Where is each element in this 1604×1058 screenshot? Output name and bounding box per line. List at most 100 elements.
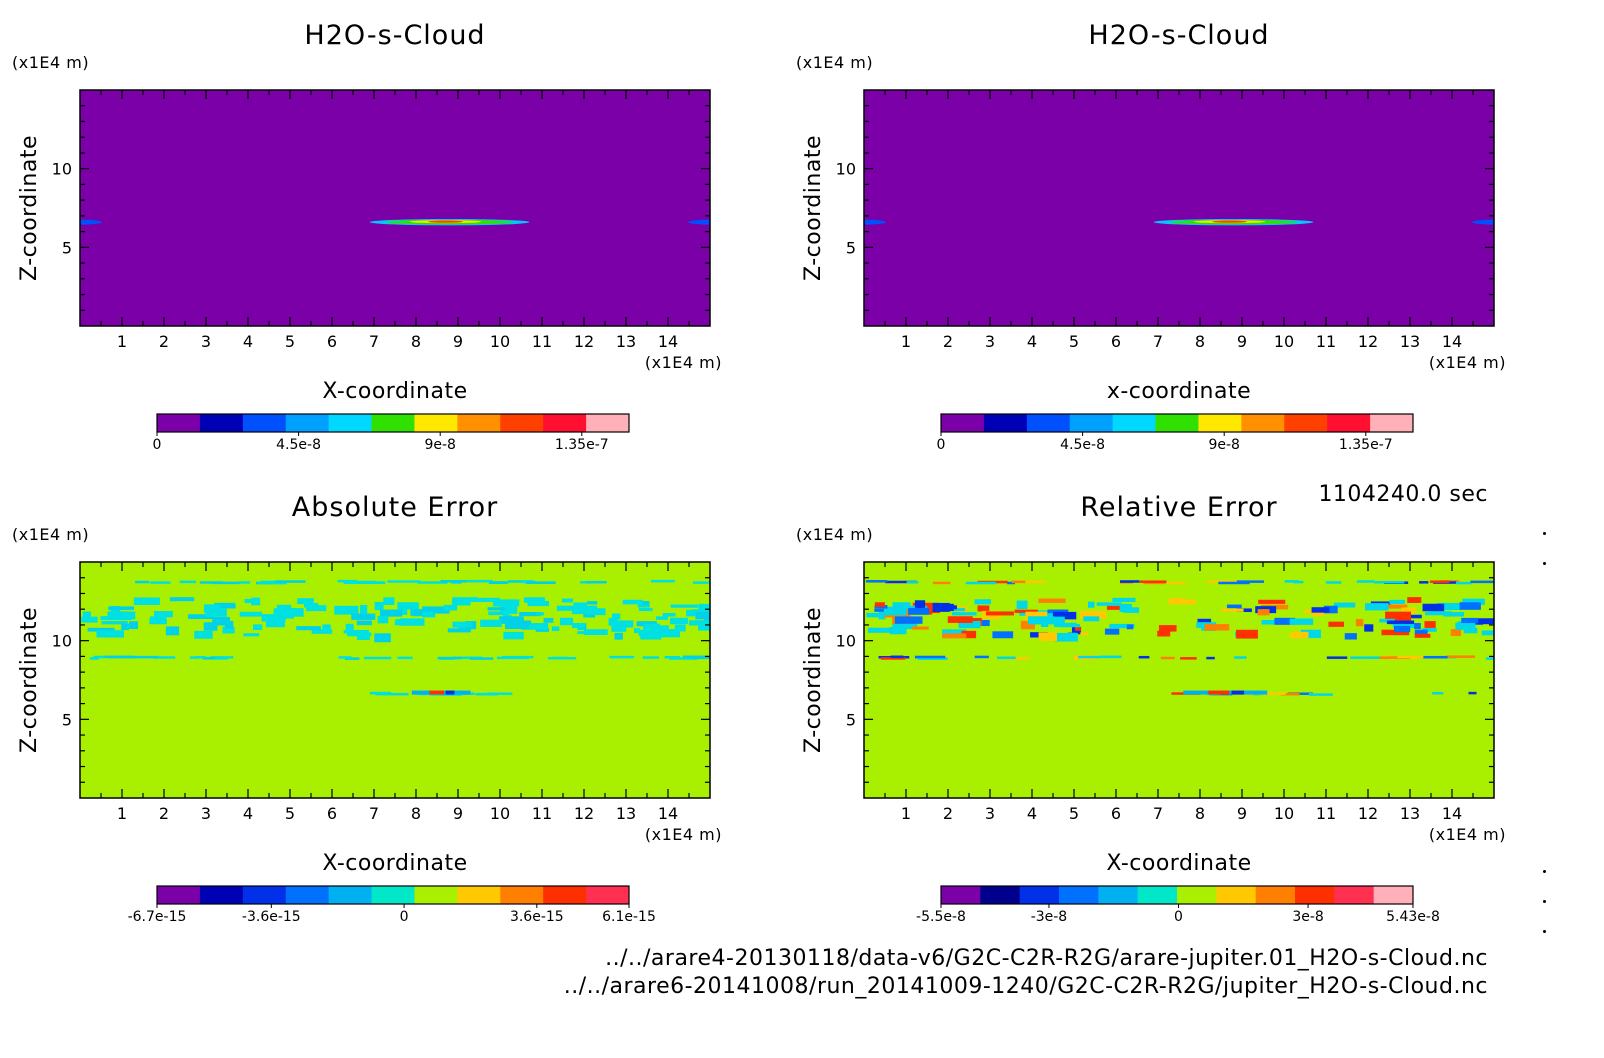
x-tick-label: 5 [1069,332,1079,351]
y-axis-label: Z-coordinate [801,607,826,753]
error-cell [251,597,261,606]
error-cell [1463,627,1478,634]
colorbar-swatch [1155,414,1199,432]
colorbar-tick-label: 5.43e-8 [1386,909,1440,925]
colorbar-swatch [1370,414,1414,432]
colorbar-tick-label: -3.6e-15 [242,909,301,925]
y-tick-label: 5 [62,238,72,257]
chart-panel-2: H2O-s-Cloud(x1E4 m)1 2 3 4 5 6 7 8 9 10 11 12 13 1451… [796,20,1506,453]
error-cell [1364,603,1389,611]
x-tick-label: 14 [1442,332,1462,351]
x-tick-label: 6 [1111,332,1121,351]
marker-dot [1543,900,1546,903]
error-cell [343,629,369,634]
error-cell [322,624,331,630]
colorbar-swatch [371,414,415,432]
error-cell [1008,657,1030,660]
error-cell [974,599,991,605]
y-unit-label: (x1E4 m) [12,525,89,544]
error-cell [698,603,710,612]
error-cell [110,605,121,615]
x-tick-label: 2 [943,332,953,351]
chart-panel-3: Absolute Error(x1E4 m)1 2 3 4 5 6 7 8 9 10 11 12 13 1… [12,492,722,925]
cloud-edge [1472,219,1494,225]
error-cell [1397,655,1424,659]
error-cell [1401,607,1417,614]
error-cell [493,599,520,607]
x-unit-label: (x1E4 m) [645,825,722,844]
field-background [80,90,710,326]
x-tick-label: 10 [490,804,510,823]
x-tick-label: 12 [1358,332,1378,351]
colorbar-swatch [983,414,1028,432]
error-cell [1470,580,1494,584]
error-cell [528,624,536,629]
error-cell [698,624,710,631]
colorbar-tick-label: 0 [1174,909,1183,925]
error-cell [1020,620,1035,630]
error-cell [1437,602,1462,610]
colorbar-swatch [1284,414,1328,432]
colorbar-swatch [457,886,501,904]
error-hot-spot [1231,690,1245,695]
error-cell [306,605,327,612]
error-cell [381,692,409,696]
error-cell [589,608,606,616]
error-cell [890,655,904,659]
error-cell [195,655,206,659]
x-tick-label: 12 [1358,804,1378,823]
x-tick-label: 6 [1111,804,1121,823]
x-tick-label: 1 [117,332,127,351]
footer-file-1: ../../arare4-20130118/data-v6/G2C-C2R-R2… [605,946,1488,971]
error-cell [1014,609,1038,613]
error-cell [583,629,608,636]
error-cell [96,630,124,638]
x-tick-label: 9 [1237,332,1247,351]
error-cell [1100,655,1122,659]
error-cell [82,611,91,621]
error-cell [399,618,425,626]
error-cell [664,656,681,659]
error-cell [351,613,376,620]
colorbar-swatch [328,414,373,432]
y-tick-label: 10 [836,632,856,651]
error-cell [562,598,573,603]
error-cell [911,626,929,630]
error-cell [133,597,160,605]
colorbar-swatch [1069,414,1114,432]
x-tick-label: 5 [285,804,295,823]
error-cell [387,580,421,583]
error-cell [153,611,173,618]
error-cell [1257,609,1270,616]
error-cell [670,617,688,625]
colorbar-swatch [285,414,330,432]
colorbar-swatch [1241,414,1285,432]
field-background [864,562,1494,798]
x-tick-label: 3 [201,332,211,351]
error-cell [642,656,660,659]
cloud-edge [688,219,710,225]
error-cell [375,692,384,696]
error-cell [417,581,448,584]
error-cell [1080,610,1107,619]
x-tick-label: 8 [1195,804,1205,823]
error-cell [100,616,119,620]
error-cell [1112,597,1136,602]
colorbar-tick-label: 9e-8 [424,437,455,453]
error-cell [638,608,653,612]
x-axis-label: X-coordinate [322,379,467,404]
error-cell [637,604,650,608]
colorbar-tick-label: 4.5e-8 [1060,437,1105,453]
error-cell [892,623,918,630]
error-cell [914,600,926,609]
error-cell [81,616,98,623]
error-cell [1157,630,1171,637]
colorbar-swatch [1216,886,1257,904]
error-cell [1381,629,1410,636]
error-cell [1120,580,1140,583]
error-cell [1074,626,1082,631]
error-cell [311,629,333,634]
error-cell [932,602,950,612]
error-cell [1356,580,1375,583]
error-cell [108,606,135,610]
